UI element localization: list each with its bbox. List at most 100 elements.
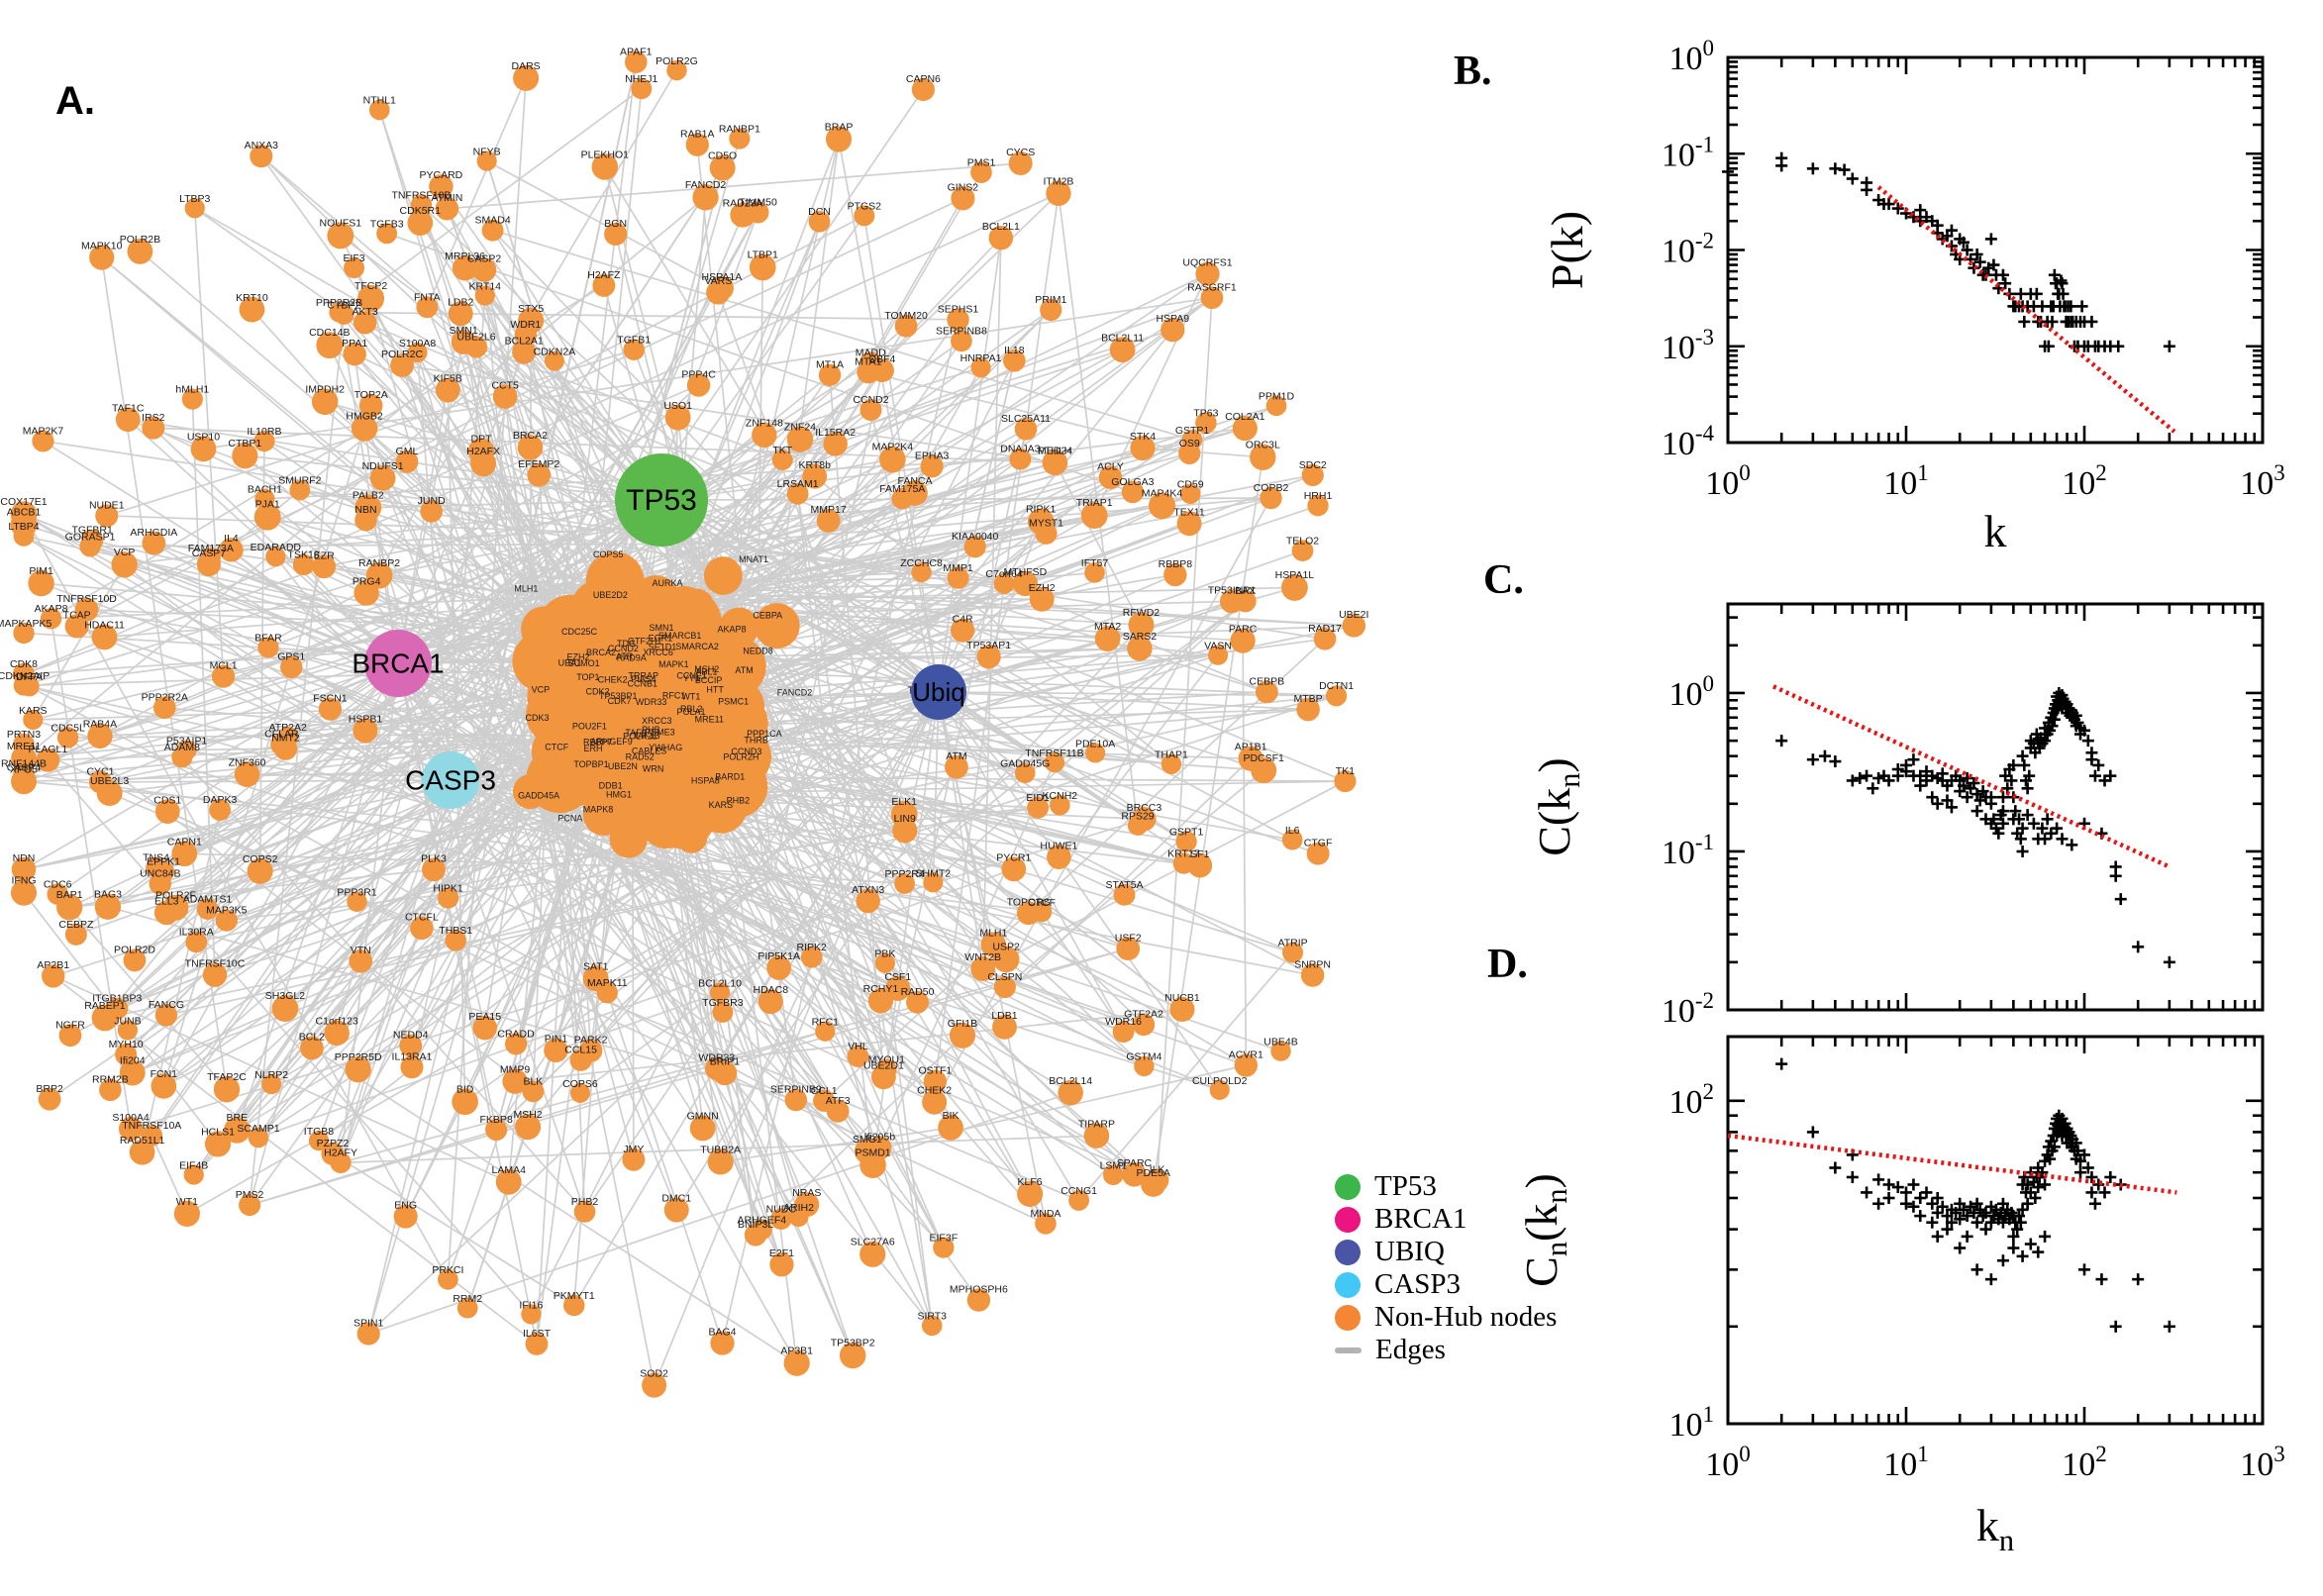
network-node — [993, 573, 1015, 594]
node-label: CASP4 — [7, 761, 42, 773]
network-node — [544, 1038, 568, 1063]
node-label: SCAMP1 — [237, 1123, 279, 1135]
node-label: BCL2L10 — [698, 977, 742, 989]
node-label: RAD52 — [626, 751, 655, 761]
network-edge — [1152, 456, 1264, 1185]
node-label: PRKCI — [432, 1264, 463, 1276]
node-label: PPP4C — [681, 368, 716, 380]
node-label: OS9 — [1179, 438, 1200, 449]
node-label: RRM2B — [92, 1074, 129, 1086]
node-label: SAT1 — [583, 960, 609, 972]
network-edge — [251, 309, 532, 624]
network-node — [823, 432, 848, 456]
node-label: LTBP3 — [179, 193, 210, 205]
node-label: NHEJ1 — [625, 73, 657, 85]
network-node — [416, 296, 439, 319]
network-node — [1083, 1123, 1110, 1148]
network-edge — [660, 499, 919, 1003]
node-label: PMS1 — [967, 156, 996, 168]
network-node — [1306, 842, 1330, 865]
network-edge — [538, 800, 800, 1218]
node-label: CEBPB — [1250, 675, 1285, 687]
network-node — [111, 551, 138, 578]
node-label: PDCSF1 — [1243, 752, 1284, 764]
network-node — [992, 1014, 1017, 1040]
network-edge — [397, 662, 936, 1103]
network-node — [118, 1116, 144, 1142]
network-edge — [332, 1152, 575, 1307]
node-label: CULPOLD2 — [1192, 1075, 1248, 1087]
network-edge — [450, 779, 1247, 1066]
node-label: BRCC3 — [1127, 802, 1162, 814]
network-node — [224, 1117, 251, 1144]
network-node — [94, 893, 122, 920]
network-edge — [938, 360, 1016, 693]
network-node — [747, 201, 769, 224]
network-node — [1012, 570, 1038, 597]
network-edge — [249, 948, 1129, 1206]
node-label: PIAS4 — [631, 674, 656, 684]
network-node — [678, 676, 720, 718]
node-label: TNFRSF10C — [185, 958, 246, 970]
network-node — [11, 856, 37, 882]
node-label: NBN — [354, 504, 376, 516]
network-edge — [660, 499, 1267, 693]
node-label: VTN — [351, 945, 371, 956]
node-label: NRAS — [792, 1187, 821, 1199]
network-node — [89, 245, 115, 270]
network-node — [265, 547, 286, 567]
node-label: TIPARP — [1078, 1118, 1115, 1130]
node-label: ABCB1 — [7, 506, 42, 518]
network-node — [448, 301, 473, 327]
node-label: GFI1B — [948, 1018, 977, 1030]
network-node — [407, 210, 434, 236]
node-label: TAF1C — [112, 402, 145, 414]
network-node — [1112, 1021, 1135, 1044]
axis-ticks — [1726, 604, 2265, 1012]
node-label: COPS5 — [593, 549, 624, 559]
network-node — [970, 956, 996, 981]
plot-panel-b: 10-4 10-3 10-2 10-1 100 100 101 102 103 P(k) k — [1542, 36, 2285, 556]
network-node — [289, 479, 311, 501]
network-node-labels: NEDD8 KARS DDB1 PCNA CDK2 CCNE1 UBA1 CCND3 XRCC6… — [0, 46, 1368, 1379]
node-label: SLC27A6 — [851, 1237, 895, 1248]
network-node — [857, 360, 880, 384]
node-label: WDR33 — [636, 697, 667, 707]
network-node — [81, 529, 104, 551]
network-node — [347, 891, 367, 912]
network-edge — [397, 662, 704, 1129]
y-axis-label: C(kn) — [1529, 757, 1586, 856]
node-label: TGFB1 — [617, 334, 651, 346]
node-label: EIF4B — [179, 1159, 208, 1171]
network-node — [709, 276, 734, 301]
node-label: TOPORS — [1007, 896, 1051, 908]
network-node — [859, 1241, 886, 1267]
plot-frame — [1726, 602, 2265, 1012]
node-label: KRT14 — [469, 280, 502, 292]
network-node — [521, 1304, 542, 1325]
node-label: KRT8b — [798, 459, 831, 471]
network-node — [945, 754, 968, 779]
node-label: FSCN1 — [313, 692, 348, 704]
network-edge — [519, 492, 916, 577]
network-node — [966, 1288, 991, 1312]
network-edge — [447, 162, 1021, 210]
node-label: ARIH2 — [783, 1202, 814, 1214]
node-label: PCNA — [557, 814, 582, 824]
legend-label: UBIQ — [1374, 1236, 1445, 1267]
network-node — [200, 548, 221, 568]
node-label: MED24 — [1038, 446, 1072, 457]
network-edge — [52, 794, 619, 977]
network-node — [633, 575, 679, 622]
node-label: PDE5A — [1137, 1167, 1170, 1179]
network-node — [196, 898, 219, 920]
network-edge — [378, 109, 521, 576]
network-node — [353, 311, 377, 335]
network-node — [410, 916, 434, 941]
node-label: MAPK11 — [587, 977, 628, 989]
node-label: CSF1 — [884, 971, 911, 983]
node-label: TDG — [617, 639, 636, 648]
network-node — [1179, 483, 1201, 504]
node-label: BCL2A1 — [505, 335, 544, 347]
